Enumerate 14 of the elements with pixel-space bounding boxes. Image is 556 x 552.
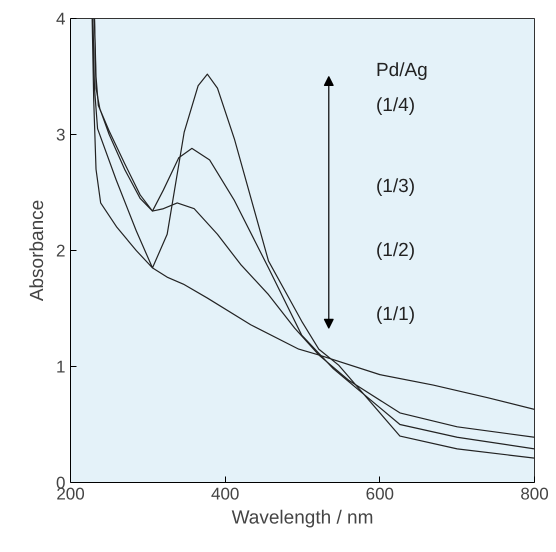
x-tick-label: 400 (210, 484, 240, 504)
y-tick-label: 1 (56, 358, 66, 376)
y-tick-label: 4 (56, 10, 66, 28)
x-axis-title: Wavelength / nm (232, 508, 374, 528)
annotation: Pd/Ag (376, 60, 428, 82)
y-axis-title: Absorbance (27, 200, 48, 302)
annotation: (1/3) (376, 176, 416, 198)
y-tick-label: 2 (56, 242, 66, 260)
annotation: (1/2) (376, 240, 416, 261)
annotation: (1/4) (376, 95, 416, 116)
annotation: (1/1) (376, 304, 416, 325)
y-tick-label: 3 (56, 126, 66, 144)
x-tick-label: 800 (520, 484, 549, 504)
x-tick-label: 600 (366, 484, 394, 504)
